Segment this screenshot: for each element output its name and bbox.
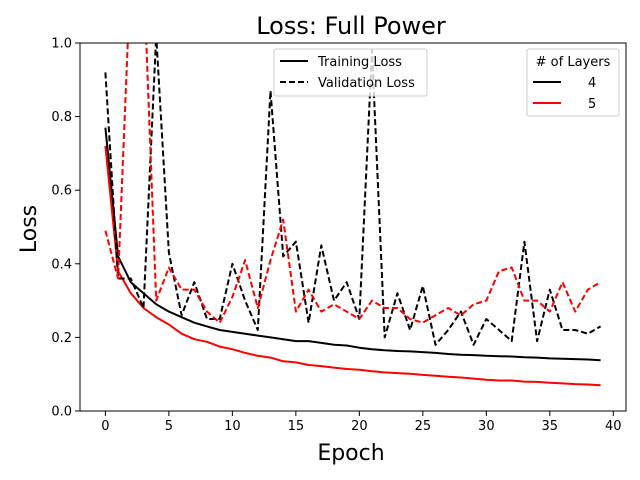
legend-layers-title: # of Layers (536, 55, 611, 70)
x-tick-label: 40 (605, 419, 622, 434)
x-tick-label: 0 (101, 419, 109, 434)
legend-style-frame (273, 48, 428, 97)
legend-style-label-training: Training Loss (317, 55, 402, 70)
y-tick-label: 1.0 (51, 37, 72, 52)
legend-style-label-validation: Validation Loss (318, 76, 415, 91)
series-line-validation-loss-4-layers (104, 43, 602, 346)
x-tick-label: 20 (351, 419, 368, 434)
legend-layers-frame (526, 48, 620, 117)
x-tick-label: 25 (415, 419, 432, 434)
series-layer (104, 43, 602, 387)
axes-layer: 0 5 10 15 20 25 30 35 40 0.0 0.2 0.4 0.6 0.8 1.0 (51, 37, 627, 434)
plot-frame (79, 42, 627, 412)
x-tick-label: 5 (165, 419, 173, 434)
legend-style: Training Loss Validation Loss (273, 48, 428, 97)
series-line-training-loss-4-layers (104, 127, 601, 362)
x-tick-label: 10 (224, 419, 241, 434)
legend-layers: # of Layers 4 5 (526, 48, 620, 117)
y-tick-label: 0.4 (51, 257, 72, 272)
x-tick-label: 30 (478, 419, 495, 434)
y-axis-label: Loss (17, 205, 42, 253)
series-line-training-loss-5-layers (104, 145, 601, 387)
x-tick-label: 35 (542, 419, 559, 434)
x-tick-label: 15 (288, 419, 305, 434)
x-axis-label: Epoch (317, 441, 384, 466)
y-tick-label: 0.2 (51, 331, 72, 346)
y-tick-label: 0.6 (51, 184, 72, 199)
y-tick-label: 0.8 (51, 110, 72, 125)
series-line-validation-loss-5-layers (104, 43, 602, 324)
legend-layers-label-4: 4 (588, 76, 596, 91)
chart-title: Loss: Full Power (256, 12, 446, 40)
y-tick-label: 0.0 (51, 405, 72, 420)
legend-layers-label-5: 5 (588, 97, 596, 112)
